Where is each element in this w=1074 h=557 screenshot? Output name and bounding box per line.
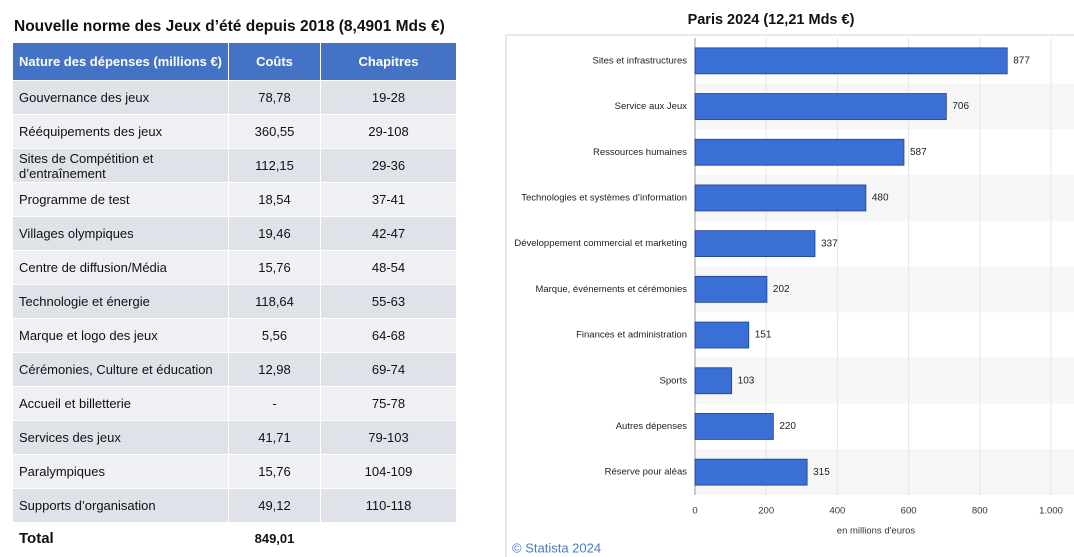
x-tick-label: 600 (901, 506, 917, 517)
bar (694, 413, 774, 440)
table-cell: Marque et logo des jeux (12, 318, 229, 353)
total-row: Total 849,01 (12, 522, 457, 554)
bar (694, 93, 947, 120)
chart-title: Paris 2024 (12,21 Mds €) (688, 12, 855, 28)
table-row: Technologie et énergie 118,64 55-63 (12, 284, 457, 319)
data-label: 220 (779, 421, 796, 432)
table-cell: 29-36 (320, 148, 457, 183)
table-title: Nouvelle norme des Jeux d’été depuis 201… (14, 18, 445, 35)
table-cell: Services des jeux (12, 420, 229, 455)
table-cell: Accueil et billetterie (12, 386, 229, 421)
table-row: Rééquipements des jeux 360,55 29-108 (12, 114, 457, 149)
source: © Statista 2024 (512, 540, 601, 555)
data-label: 151 (755, 330, 772, 341)
header-cell: Coûts (228, 42, 321, 81)
table-cell: Rééquipements des jeux (12, 114, 229, 149)
table-row: Marque et logo des jeux 5,56 64-68 (12, 318, 457, 353)
y-tick-label: Marque, événements et cérémonies (535, 284, 687, 295)
table-cell: 69-74 (320, 352, 457, 387)
x-axis-label: en millions d'euros (837, 526, 916, 537)
header-cell: Chapitres (320, 42, 457, 81)
table-cell: 29-108 (320, 114, 457, 149)
bar (694, 367, 733, 395)
table-row: Sites de Compétition et d’entraînement 11… (12, 148, 457, 183)
bar (694, 47, 1008, 75)
table-cell: 18,54 (228, 182, 321, 217)
data-label: 337 (821, 238, 838, 249)
data-label: 587 (910, 147, 927, 158)
table-cell: 42-47 (320, 216, 457, 251)
table-cell: 48-54 (320, 250, 457, 285)
table-cell: Supports d’organisation (12, 488, 229, 523)
table-cell: 104-109 (320, 454, 457, 489)
table-row: Programme de test 18,54 37-41 (12, 182, 457, 217)
table-row: Accueil et billetterie -75-78 (12, 386, 457, 421)
y-tick-label: Technologies et systèmes d’information (521, 192, 687, 203)
data-label: 877 (1013, 55, 1030, 66)
y-tick-label: Sites et infrastructures (592, 55, 687, 66)
bar (694, 184, 867, 212)
table-row: Paralympiques 15,76 104-109 (12, 454, 457, 489)
table-cell: 78,78 (228, 80, 321, 115)
y-tick-label: Service aux Jeux (615, 101, 688, 112)
table-cell: 12,98 (228, 352, 321, 387)
table-cell: Programme de test (12, 182, 229, 217)
total-cell: Total (12, 522, 229, 554)
cost-table: Nature des dépenses (millions €) Coûts Cha… (12, 42, 457, 554)
bar (694, 138, 905, 166)
y-tick-label: Réserve pour aléas (605, 467, 688, 478)
data-label: 480 (872, 193, 889, 204)
y-tick-label: Sports (660, 375, 688, 386)
table-row: Supports d’organisation 49,12 110-118 (12, 488, 457, 523)
table-cell: Sites de Compétition et d’entraînement (12, 148, 229, 183)
table-row: Cérémonies, Culture et éducation 12,98 69-… (12, 352, 457, 387)
table-cell: Paralympiques (12, 454, 229, 489)
table-cell: Gouvernance des jeux (12, 80, 229, 115)
x-tick-label: 1.000 (1039, 506, 1063, 517)
x-tick-label: 0 (692, 506, 697, 517)
data-label: 202 (773, 284, 790, 295)
bar (694, 458, 808, 486)
table-cell: 360,55 (228, 114, 321, 149)
bar (694, 321, 750, 349)
total-cell-empty (320, 522, 457, 554)
bar (694, 275, 768, 303)
table-cell: 79-103 (320, 420, 457, 455)
table-cell: 41,71 (228, 420, 321, 455)
table-row: Services des jeux 41,71 79-103 (12, 420, 457, 455)
table-cell: Technologie et énergie (12, 284, 229, 319)
table-cell: 37-41 (320, 182, 457, 217)
data-label: 315 (813, 467, 830, 478)
table-cell: - (228, 386, 321, 421)
table-cell: 110-118 (320, 488, 457, 523)
table-cell: 75-78 (320, 386, 457, 421)
y-tick-label: Ressources humaines (593, 147, 687, 158)
data-label: 706 (952, 101, 969, 112)
table-header: Nature des dépenses (millions €) Coûts Cha… (12, 42, 457, 81)
total-cell: 849,01 (228, 522, 321, 554)
y-tick-label: Autres dépenses (616, 421, 688, 432)
x-tick-label: 200 (758, 506, 774, 517)
table-cell: 55-63 (320, 284, 457, 319)
chart-frame (505, 34, 1074, 557)
data-label: 103 (738, 375, 755, 386)
table-cell: 15,76 (228, 454, 321, 489)
x-tick-label: 800 (972, 506, 988, 517)
table-cell: 64-68 (320, 318, 457, 353)
y-tick-label: Finances et administration (576, 330, 687, 341)
band (695, 357, 1074, 404)
table-cell: 5,56 (228, 318, 321, 353)
y-tick-label: Développement commercial et marketing (514, 238, 687, 249)
table-cell: Cérémonies, Culture et éducation (12, 352, 229, 387)
bar (694, 230, 816, 258)
x-tick-label: 400 (829, 506, 845, 517)
table-cell: 19,46 (228, 216, 321, 251)
table-cell: 112,15 (228, 148, 321, 183)
